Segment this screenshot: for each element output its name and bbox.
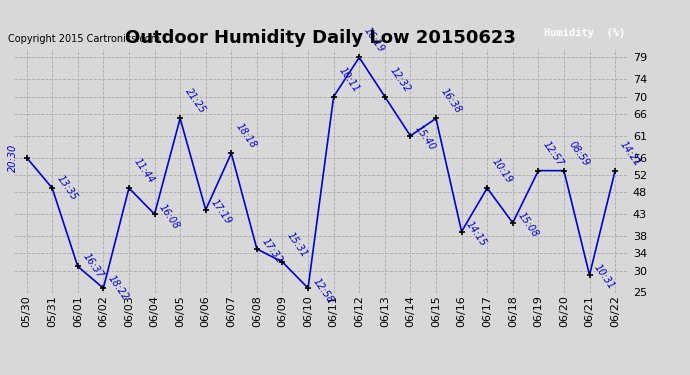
Text: 14:15: 14:15: [464, 219, 489, 248]
Text: 12:32: 12:32: [388, 65, 412, 94]
Text: 10:31: 10:31: [592, 263, 617, 292]
Text: 12:58: 12:58: [310, 276, 335, 305]
Text: 18:22: 18:22: [106, 273, 130, 302]
Text: 15:31: 15:31: [285, 230, 310, 259]
Text: 17:32: 17:32: [259, 237, 284, 266]
Text: 20:30: 20:30: [8, 144, 18, 172]
Text: 21:25: 21:25: [183, 87, 207, 116]
Text: 14:21: 14:21: [618, 139, 642, 168]
Text: 11:44: 11:44: [132, 156, 156, 185]
Text: 10:19: 10:19: [490, 156, 514, 185]
Text: 16:37: 16:37: [81, 251, 105, 280]
Text: 10:11: 10:11: [337, 65, 361, 94]
Text: Humidity  (%): Humidity (%): [544, 28, 625, 38]
Text: 18:18: 18:18: [234, 122, 259, 150]
Text: 13:35: 13:35: [55, 173, 79, 202]
Text: Copyright 2015 Cartronics.com: Copyright 2015 Cartronics.com: [8, 34, 160, 44]
Title: Outdoor Humidity Daily Low 20150623: Outdoor Humidity Daily Low 20150623: [126, 29, 516, 47]
Text: 16:08: 16:08: [157, 202, 181, 231]
Text: 16:38: 16:38: [439, 87, 463, 116]
Text: 17:19: 17:19: [208, 198, 233, 226]
Text: 15:40: 15:40: [413, 124, 437, 153]
Text: 15:08: 15:08: [515, 211, 540, 240]
Text: 16:19: 16:19: [362, 26, 386, 55]
Text: 08:59: 08:59: [566, 139, 591, 168]
Text: 12:57: 12:57: [541, 139, 566, 168]
